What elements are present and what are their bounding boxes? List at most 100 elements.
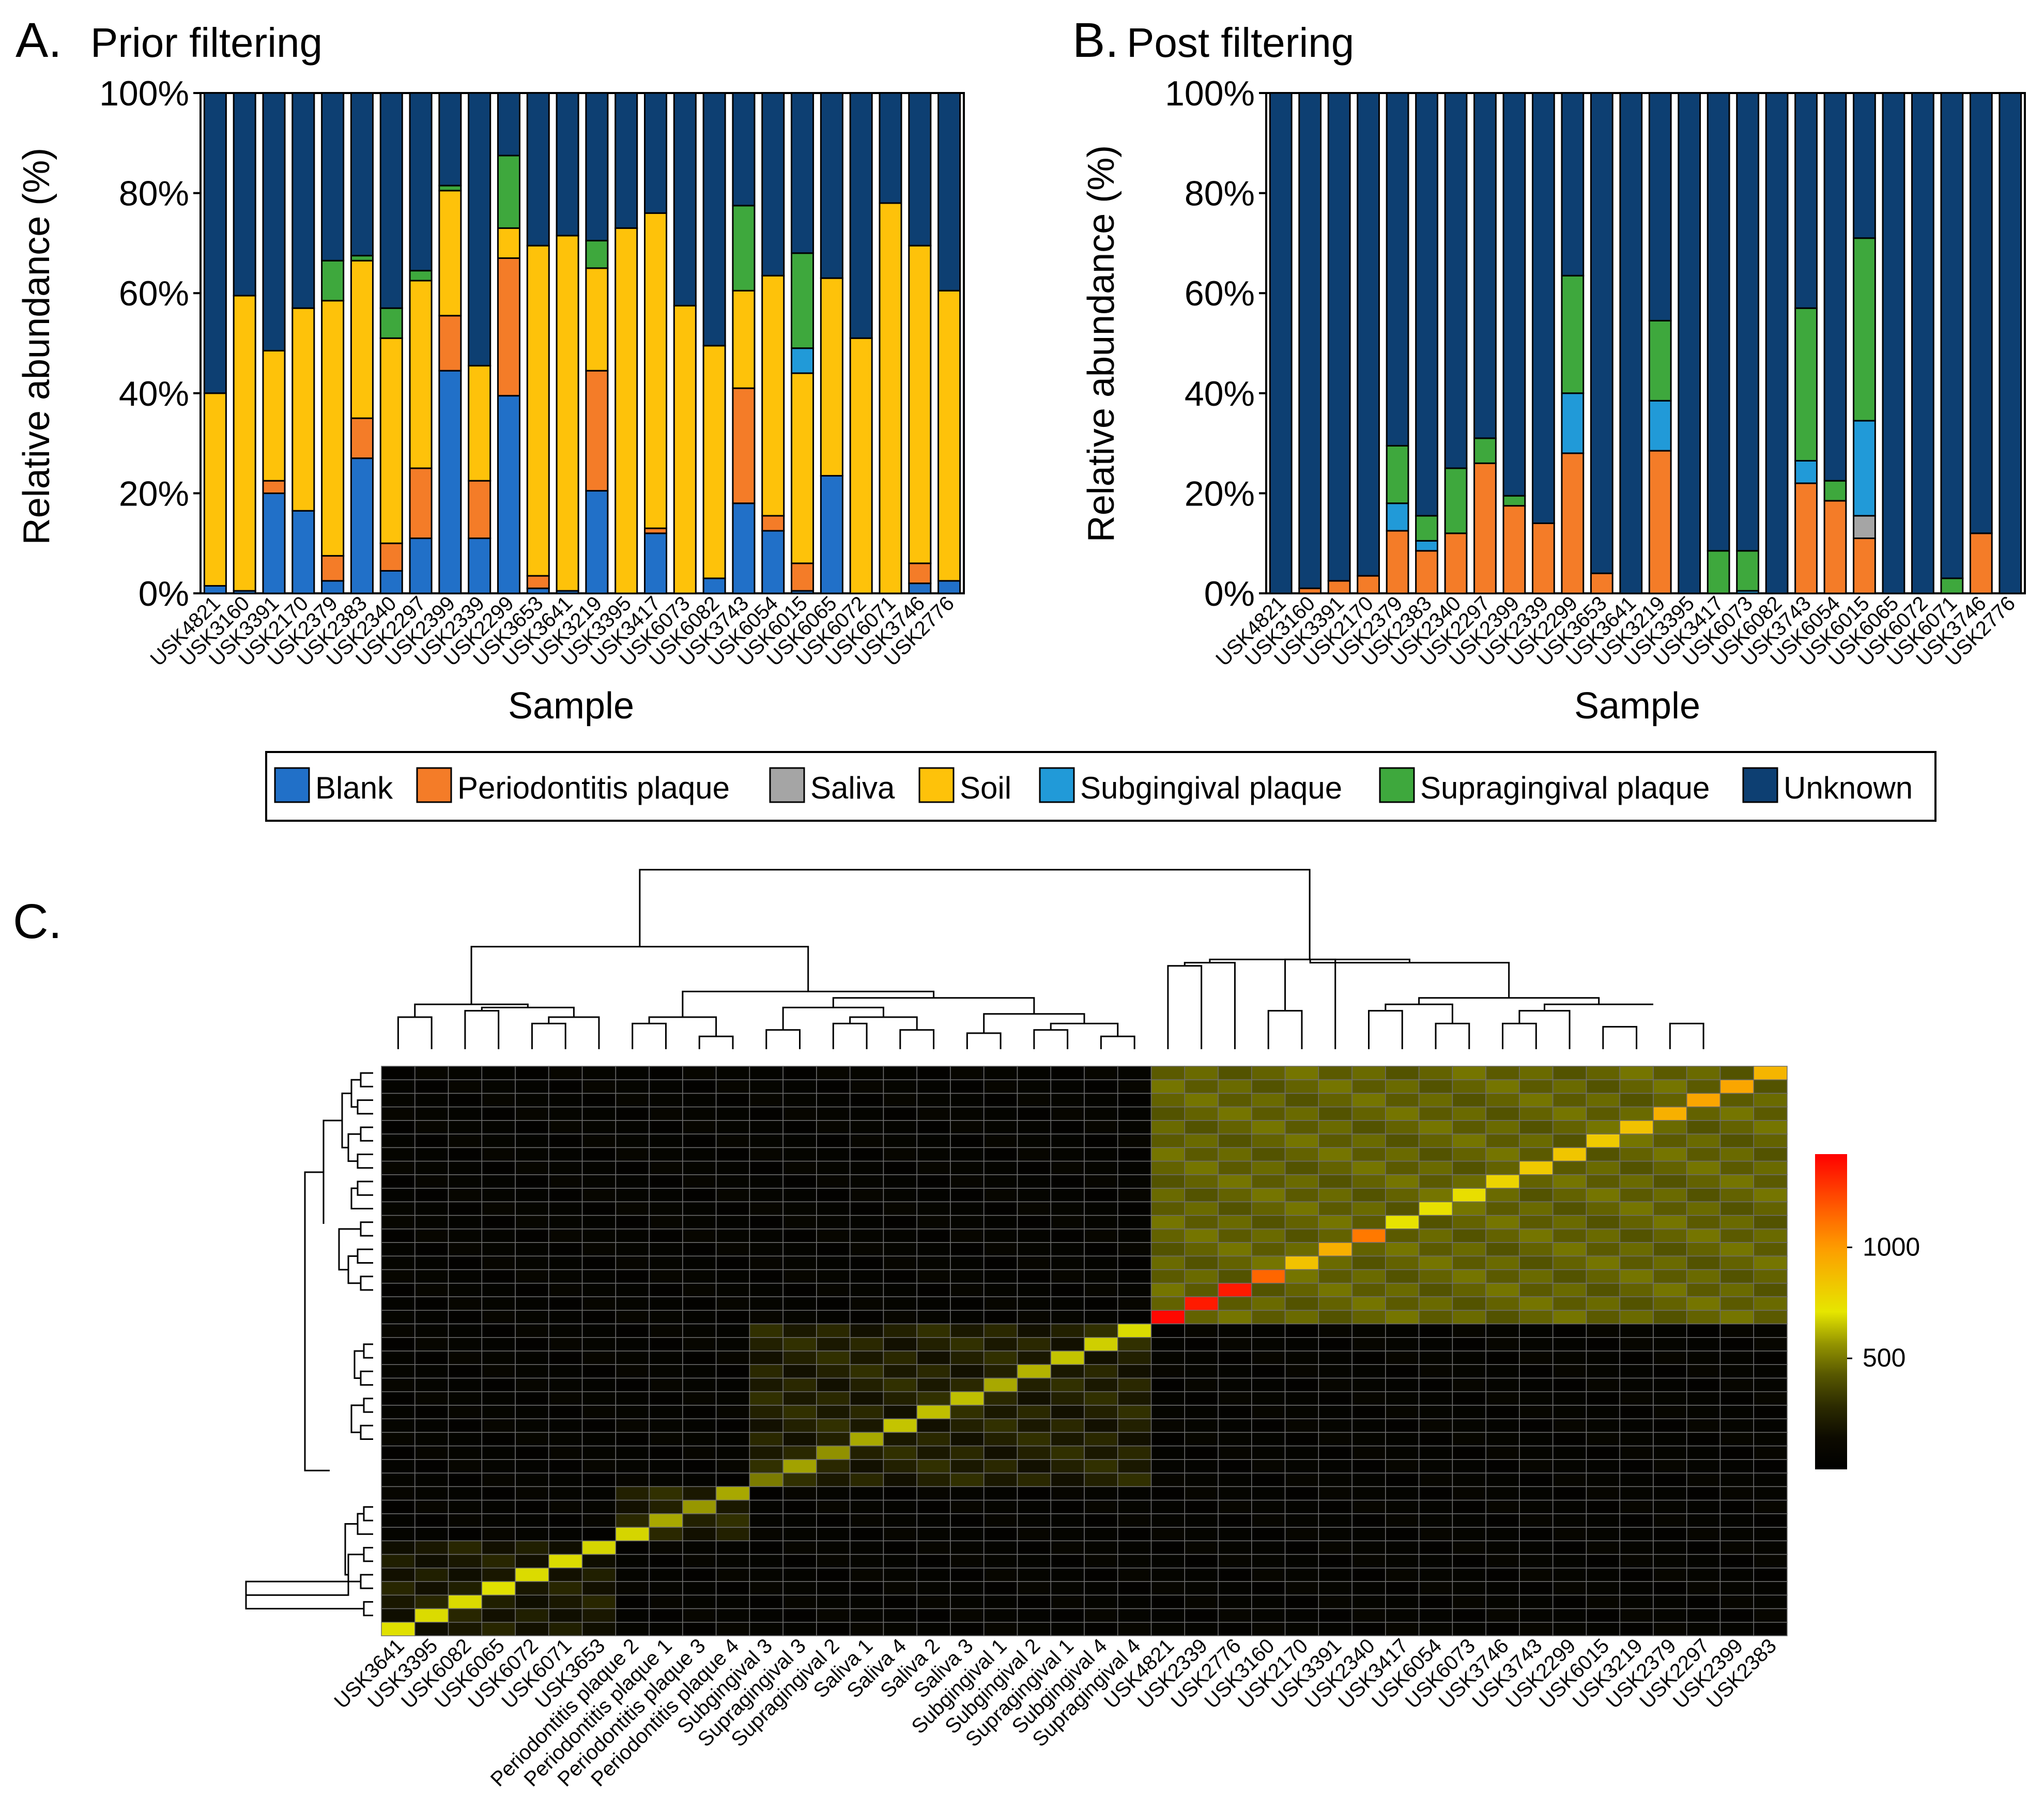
heatmap-cell: [1418, 1296, 1453, 1311]
heatmap-cell: [649, 1513, 683, 1528]
heatmap-cell: [649, 1310, 683, 1325]
heatmap-cell: [548, 1499, 583, 1514]
heatmap-cell: [1452, 1147, 1486, 1162]
heatmap-cell: [1719, 1323, 1754, 1338]
heatmap-cell: [548, 1350, 583, 1365]
heatmap-cell: [1552, 1364, 1587, 1379]
heatmap-cell: [782, 1377, 817, 1392]
heatmap-cell: [1653, 1215, 1687, 1230]
bar-segment-subgingival-plaque: [1794, 459, 1818, 484]
heatmap-cell: [1351, 1527, 1386, 1542]
bar-segment-unknown: [1999, 92, 2022, 594]
heatmap-cell: [1084, 1445, 1118, 1460]
bar-segment-supragingival-plaque: [1648, 319, 1672, 402]
heatmap-cell: [1251, 1350, 1286, 1365]
heatmap-cell: [883, 1215, 917, 1230]
heatmap-cell: [1653, 1133, 1687, 1148]
heatmap-cell: [1017, 1283, 1051, 1297]
heatmap-cell: [1251, 1283, 1286, 1297]
heatmap-cell: [983, 1269, 1018, 1284]
heatmap-cell: [1552, 1581, 1587, 1596]
heatmap-cell: [849, 1622, 884, 1636]
heatmap-cell: [1351, 1594, 1386, 1609]
heatmap-cell: [883, 1066, 917, 1080]
heatmap-cell: [1318, 1323, 1353, 1338]
heatmap-cell: [1552, 1432, 1587, 1447]
heatmap-cell: [1653, 1296, 1687, 1311]
heatmap-cell: [749, 1445, 783, 1460]
legend-swatch: [1742, 767, 1778, 803]
heatmap-cell: [1218, 1323, 1252, 1338]
heatmap-cells: [381, 1066, 1788, 1636]
heatmap-cell: [1084, 1093, 1118, 1108]
heatmap-cell: [1017, 1215, 1051, 1230]
dendrogram-branch: [1267, 1010, 1303, 1049]
heatmap-cell: [1485, 1418, 1520, 1433]
heatmap-cell: [1184, 1608, 1219, 1623]
heatmap-cell: [1050, 1391, 1085, 1406]
heatmap-cell: [1686, 1445, 1721, 1460]
heatmap-cell: [1586, 1174, 1620, 1189]
heatmap-cell: [1251, 1418, 1286, 1433]
bar-segment-periodontitis-plaque: [350, 417, 374, 459]
heatmap-cell: [1686, 1377, 1721, 1392]
heatmap-cell: [816, 1499, 851, 1514]
heatmap-cell: [1619, 1405, 1654, 1419]
heatmap-cell: [1586, 1215, 1620, 1230]
y-tick-label: 80%: [119, 174, 189, 213]
heatmap-cell: [682, 1215, 717, 1230]
heatmap-cell: [1753, 1269, 1788, 1284]
heatmap-cell: [1753, 1188, 1788, 1203]
heatmap-cell: [1753, 1350, 1788, 1365]
heatmap-cell: [1385, 1215, 1420, 1230]
heatmap-cell: [849, 1147, 884, 1162]
heatmap-cell: [1753, 1120, 1788, 1134]
heatmap-cell: [816, 1337, 851, 1352]
heatmap-cell: [1519, 1229, 1554, 1243]
heatmap-cell: [1719, 1242, 1754, 1257]
heatmap-cell: [1586, 1581, 1620, 1596]
bar-segment-blank: [938, 580, 961, 594]
heatmap-cell: [1552, 1133, 1587, 1148]
heatmap-cell: [1586, 1377, 1620, 1392]
heatmap-cell: [1586, 1350, 1620, 1365]
heatmap-cell: [883, 1445, 917, 1460]
heatmap-cell: [1017, 1350, 1051, 1365]
dendrogram-branch: [1418, 997, 1600, 1005]
heatmap-cell: [1385, 1364, 1420, 1379]
heatmap-cell: [649, 1432, 683, 1447]
heatmap-cell: [1619, 1120, 1654, 1134]
heatmap-cell: [1686, 1350, 1721, 1365]
heatmap-cell: [849, 1377, 884, 1392]
heatmap-cell: [682, 1106, 717, 1121]
heatmap-cell: [1719, 1106, 1754, 1121]
heatmap-cell: [1284, 1486, 1319, 1501]
heatmap-cell: [849, 1540, 884, 1555]
dendrogram-branch: [397, 1016, 433, 1049]
heatmap-cell: [950, 1350, 985, 1365]
heatmap-cell: [615, 1554, 650, 1569]
heatmap-cell: [515, 1364, 549, 1379]
heatmap-cell: [515, 1622, 549, 1636]
heatmap-cell: [581, 1405, 617, 1419]
heatmap-cell: [1619, 1513, 1654, 1528]
dendrogram-branch: [1309, 959, 1510, 998]
heatmap-cell: [1719, 1337, 1754, 1352]
heatmap-cell: [1686, 1296, 1721, 1311]
heatmap-cell: [515, 1513, 549, 1528]
heatmap-cell: [1452, 1323, 1486, 1338]
heatmap-cell: [1251, 1215, 1286, 1230]
heatmap-cell: [1519, 1581, 1554, 1596]
heatmap-cell: [1284, 1310, 1319, 1325]
heatmap-cell: [1050, 1201, 1085, 1216]
heatmap-cell: [1586, 1093, 1620, 1108]
panel-a-axes: 0%20%40%60%80%100%: [99, 74, 965, 613]
heatmap-cell: [916, 1147, 951, 1162]
heatmap-cell: [1485, 1554, 1520, 1569]
heatmap-cell: [481, 1283, 516, 1297]
bar-segment-periodontitis-plaque: [1444, 532, 1468, 594]
bar-segment-blank: [908, 582, 932, 594]
heatmap-cell: [615, 1215, 650, 1230]
bar-segment-supragingival-plaque: [585, 240, 609, 269]
heatmap-cell: [682, 1188, 717, 1203]
